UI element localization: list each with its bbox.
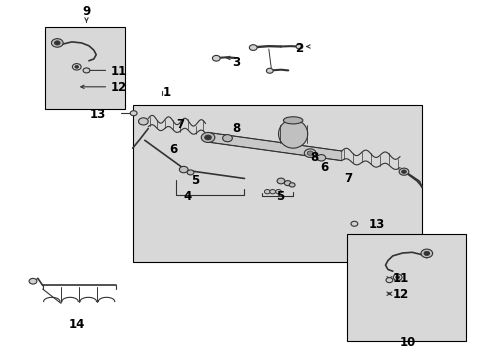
Circle shape [212,55,220,61]
Circle shape [423,251,429,256]
Bar [346,234,465,341]
Text: 12: 12 [111,81,127,94]
Circle shape [385,278,392,283]
Circle shape [187,170,194,175]
Ellipse shape [278,120,307,148]
Polygon shape [207,132,341,161]
Circle shape [316,154,325,161]
Circle shape [284,181,290,186]
Circle shape [179,166,188,173]
Circle shape [269,189,275,194]
Circle shape [288,183,294,187]
Bar [132,105,421,262]
Circle shape [83,68,90,73]
Circle shape [266,68,273,73]
Circle shape [138,118,148,125]
Circle shape [295,44,302,49]
Circle shape [401,170,406,174]
Circle shape [29,278,37,284]
Text: 11: 11 [111,65,127,78]
Circle shape [350,221,357,226]
Text: 2: 2 [295,42,303,55]
Text: 7: 7 [344,172,351,185]
Circle shape [51,39,63,47]
Text: 9: 9 [82,5,90,18]
Circle shape [304,149,315,157]
Circle shape [395,276,399,279]
Circle shape [54,41,60,45]
Circle shape [222,135,232,142]
Text: 6: 6 [169,143,177,157]
Circle shape [130,111,137,116]
Text: 13: 13 [368,219,384,231]
Ellipse shape [283,117,302,124]
Text: 3: 3 [232,56,240,69]
Text: 12: 12 [392,288,408,301]
Circle shape [392,274,401,280]
Text: 5: 5 [276,190,284,203]
Circle shape [72,64,81,70]
Circle shape [306,151,312,155]
Circle shape [249,45,257,50]
Text: 5: 5 [191,174,199,187]
Circle shape [264,189,270,194]
Bar [45,27,125,109]
Text: 10: 10 [398,336,415,349]
Circle shape [75,66,79,68]
Text: 1: 1 [163,86,170,99]
Text: 14: 14 [68,318,85,331]
Circle shape [398,168,408,175]
Text: 6: 6 [319,161,327,174]
Text: 8: 8 [309,150,318,163]
Circle shape [420,249,432,258]
Text: 7: 7 [176,118,184,131]
Circle shape [201,132,214,143]
Text: 8: 8 [232,122,240,135]
Circle shape [277,178,285,184]
Circle shape [204,135,211,140]
Circle shape [275,189,281,194]
Text: 11: 11 [392,272,408,285]
Text: 4: 4 [183,190,192,203]
Text: 13: 13 [89,108,106,121]
